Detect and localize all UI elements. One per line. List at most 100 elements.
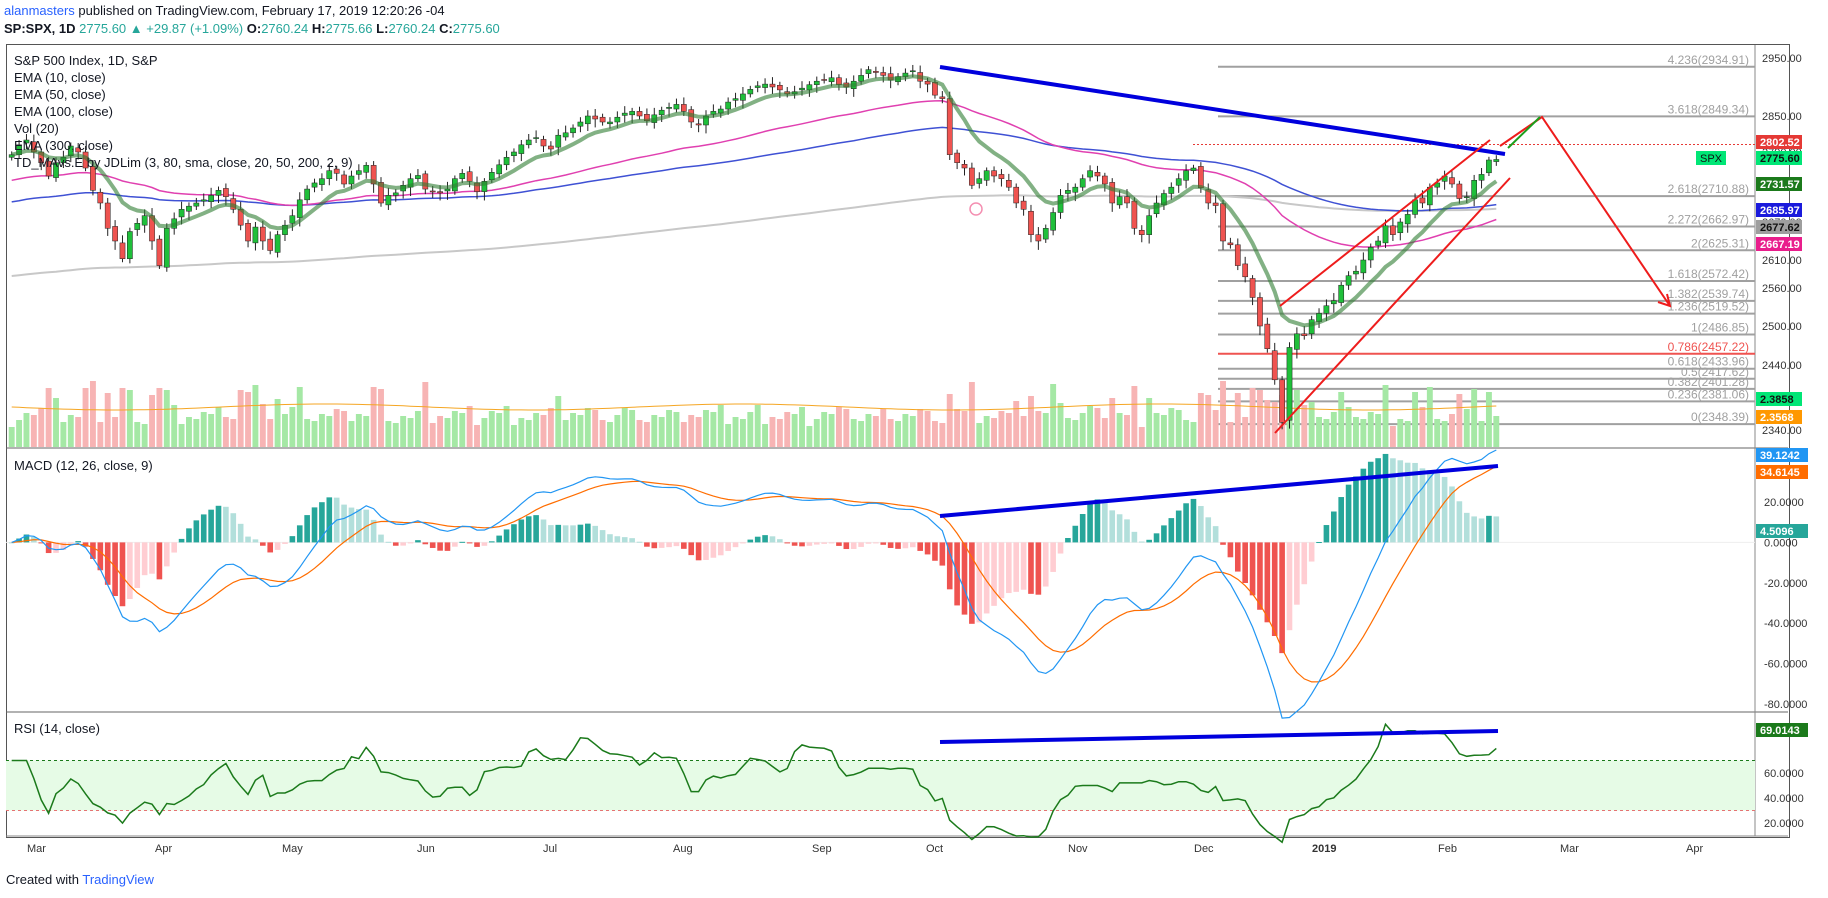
macd-histogram-bar xyxy=(1050,542,1056,572)
legend-series[interactable]: S&P 500 Index, 1D, S&P xyxy=(14,53,158,68)
macd-histogram-bar xyxy=(1175,510,1182,543)
tradingview-logo-link[interactable]: TradingView xyxy=(82,872,154,887)
legend-ema300[interactable]: EMA (300, close) xyxy=(14,138,113,153)
volume-bar xyxy=(16,420,23,447)
volume-bar xyxy=(245,392,252,447)
macd-histogram-bar xyxy=(666,542,672,548)
volume-bar xyxy=(673,412,680,447)
macd-histogram-bar xyxy=(1264,542,1271,623)
candle-body xyxy=(1478,174,1485,181)
macd-histogram-bar xyxy=(754,536,761,543)
macd-histogram-bar xyxy=(1138,541,1145,543)
macd-histogram-bar xyxy=(813,542,820,545)
symbol-tag-label: SPX xyxy=(1700,153,1723,165)
candle-body xyxy=(1397,221,1404,234)
macd-histogram-bar xyxy=(1493,516,1500,543)
rsi-title[interactable]: RSI (14, close) xyxy=(14,721,100,736)
volume-bar xyxy=(621,408,628,447)
macd-histogram-bar xyxy=(1382,453,1389,543)
macd-histogram-bar xyxy=(1367,461,1374,543)
macd-histogram-bar xyxy=(1227,542,1234,558)
candle-body xyxy=(1042,228,1049,240)
macd-histogram-bar xyxy=(983,542,990,614)
macd-histogram-bar xyxy=(651,542,658,549)
macd-histogram-bar xyxy=(688,542,695,556)
price-axis-label: 2340.00 xyxy=(1762,425,1802,437)
volume-bar xyxy=(252,385,259,447)
macd-histogram-bar xyxy=(525,516,532,543)
candle-body xyxy=(1116,196,1123,206)
macd-histogram-bar xyxy=(1146,539,1152,543)
volume-bar xyxy=(909,416,916,447)
candle-body xyxy=(909,70,916,73)
macd-histogram-bar xyxy=(60,542,67,550)
volume-bar xyxy=(1323,419,1330,447)
volume-bar xyxy=(141,424,148,447)
macd-histogram-bar xyxy=(1449,486,1455,543)
volume-bar xyxy=(1397,419,1404,447)
candle-body xyxy=(296,199,303,218)
macd-tag-box xyxy=(1756,448,1808,462)
volume-bar xyxy=(754,405,761,447)
volume-bar xyxy=(1293,390,1300,447)
fib-level-label: 0.5(2417.62) xyxy=(1681,365,1749,379)
candle-body xyxy=(392,192,399,196)
open-label: O: xyxy=(246,21,262,36)
macd-histogram-bar xyxy=(97,542,104,571)
macd-histogram-bar xyxy=(326,497,333,543)
arrow-head xyxy=(1657,293,1672,308)
candle-body xyxy=(991,170,997,177)
candle-body xyxy=(673,104,680,110)
volume-bar xyxy=(1242,417,1249,447)
macd-histogram-bar xyxy=(1212,526,1219,543)
legend-td[interactable]: TD_MAvs.E by JDLim (3, 80, sma, close, 2… xyxy=(14,155,353,170)
low-label: L: xyxy=(376,21,389,36)
volume-bar xyxy=(222,417,229,447)
volume-bar xyxy=(407,418,414,447)
fib-level-label: 0.618(2433.96) xyxy=(1668,355,1749,369)
candle-body xyxy=(252,226,259,244)
fib-level-label: 1.382(2539.74) xyxy=(1668,287,1749,301)
channel-lower-line xyxy=(1274,177,1511,434)
macd-histogram-bar xyxy=(1294,542,1300,605)
volume-bar xyxy=(1360,419,1367,447)
candle-body xyxy=(1227,242,1234,246)
candle-body xyxy=(1079,178,1086,188)
macd-title[interactable]: MACD (12, 26, close, 9) xyxy=(14,458,153,473)
legend-ema50[interactable]: EMA (50, close) xyxy=(14,87,106,102)
macd-histogram-bar xyxy=(777,539,783,543)
candle-body xyxy=(1345,275,1352,286)
candle-body xyxy=(156,238,163,266)
legend-ema10[interactable]: EMA (10, close) xyxy=(14,70,106,85)
macd-histogram-bar xyxy=(215,505,222,543)
candle-body xyxy=(858,75,864,82)
macd-histogram-bar xyxy=(577,524,584,543)
time-axis-label: Jul xyxy=(543,843,557,855)
candle-body xyxy=(1212,202,1219,206)
candle-body xyxy=(540,139,547,147)
volume-bar xyxy=(282,414,288,447)
macd-histogram-bar xyxy=(16,538,22,543)
volume-bar xyxy=(60,422,67,447)
legend-volume[interactable]: Vol (20) xyxy=(14,121,59,136)
legend-ema100[interactable]: EMA (100, close) xyxy=(14,104,113,119)
macd-histogram-bar xyxy=(444,542,451,551)
macd-histogram-bar xyxy=(496,535,502,543)
price-tag-box xyxy=(1756,220,1802,234)
volume-bar xyxy=(584,408,591,447)
volume-bar xyxy=(939,423,946,447)
candle-body xyxy=(422,173,429,190)
candle-body xyxy=(1220,203,1226,242)
macd-histogram-bar xyxy=(348,507,355,543)
candle-body xyxy=(245,223,251,242)
candle-body xyxy=(969,167,975,186)
volume-bar xyxy=(570,413,576,447)
candle-body xyxy=(23,139,30,144)
macd-tag-box xyxy=(1756,524,1808,538)
volume-bar xyxy=(1116,413,1123,447)
author-link[interactable]: alanmasters xyxy=(4,3,75,18)
time-axis-label: Jun xyxy=(417,843,435,855)
macd-histogram-bar xyxy=(924,542,931,555)
volume-bar xyxy=(126,390,133,447)
